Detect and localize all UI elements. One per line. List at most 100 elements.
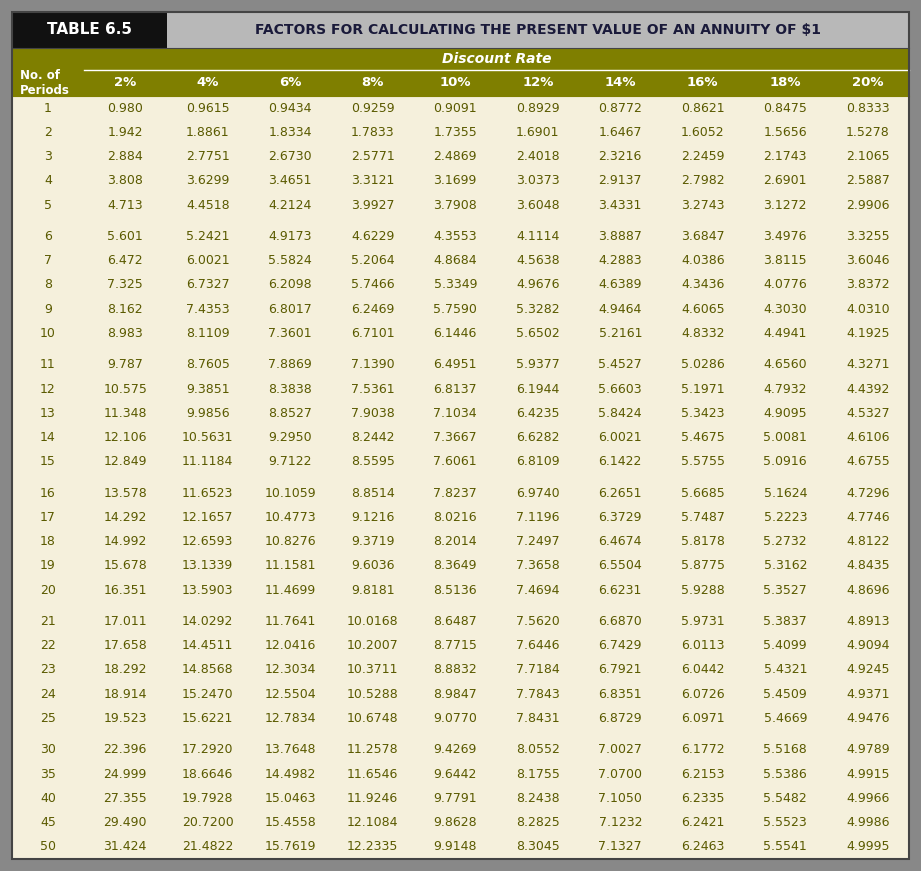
Text: 5.7590: 5.7590	[433, 303, 477, 316]
Text: 6.1772: 6.1772	[681, 743, 725, 756]
Text: 4.7296: 4.7296	[846, 487, 890, 500]
Text: 4.6560: 4.6560	[764, 358, 807, 371]
Text: 4.4941: 4.4941	[764, 327, 807, 340]
Text: 17.011: 17.011	[103, 615, 147, 628]
Text: 12.6593: 12.6593	[182, 535, 233, 548]
Text: 9: 9	[44, 303, 52, 316]
Text: 4.9173: 4.9173	[269, 230, 312, 243]
Text: 8.1755: 8.1755	[516, 767, 560, 780]
Text: 50: 50	[40, 841, 56, 854]
Text: 5.3282: 5.3282	[516, 303, 560, 316]
Text: 6.2463: 6.2463	[681, 841, 725, 854]
Text: 6.9740: 6.9740	[516, 487, 560, 500]
Text: 7.6446: 7.6446	[516, 639, 559, 652]
Text: 6.8351: 6.8351	[599, 688, 642, 701]
Text: 5.4669: 5.4669	[764, 712, 807, 725]
Text: 5.2064: 5.2064	[351, 254, 394, 267]
Text: 9.1216: 9.1216	[351, 511, 394, 523]
Text: 5.5824: 5.5824	[268, 254, 312, 267]
Text: 7: 7	[44, 254, 52, 267]
Text: 4.4518: 4.4518	[186, 199, 229, 212]
Text: 8.5136: 8.5136	[434, 584, 477, 597]
Text: 7.6061: 7.6061	[434, 456, 477, 469]
Text: 5.8424: 5.8424	[599, 407, 642, 420]
Text: 1.942: 1.942	[108, 126, 143, 138]
Text: 13.7648: 13.7648	[264, 743, 316, 756]
Text: 4.9789: 4.9789	[845, 743, 890, 756]
Text: 7.7184: 7.7184	[516, 664, 560, 677]
Text: 9.4269: 9.4269	[434, 743, 477, 756]
Text: 18.914: 18.914	[103, 688, 147, 701]
Text: 2.3216: 2.3216	[599, 150, 642, 163]
Text: 6.2098: 6.2098	[268, 279, 312, 292]
Text: 8.2438: 8.2438	[516, 792, 560, 805]
Text: 13.578: 13.578	[103, 487, 147, 500]
Text: 3.3121: 3.3121	[351, 174, 394, 187]
Text: 21.4822: 21.4822	[182, 841, 233, 854]
Text: 13.1339: 13.1339	[182, 559, 233, 572]
Text: 10.575: 10.575	[103, 382, 147, 395]
Text: 4.3436: 4.3436	[681, 279, 725, 292]
Text: 9.9856: 9.9856	[186, 407, 229, 420]
Text: 16%: 16%	[687, 77, 718, 90]
Text: 11.6546: 11.6546	[347, 767, 399, 780]
Text: 24: 24	[41, 688, 56, 701]
Text: 14.4982: 14.4982	[264, 767, 316, 780]
Text: 4.9371: 4.9371	[846, 688, 890, 701]
Text: 12.849: 12.849	[103, 456, 147, 469]
Text: 5.1971: 5.1971	[681, 382, 725, 395]
Text: 6.7327: 6.7327	[186, 279, 229, 292]
Text: 5.3423: 5.3423	[681, 407, 725, 420]
Text: 8.3649: 8.3649	[434, 559, 477, 572]
Text: 29.490: 29.490	[103, 816, 147, 829]
Text: 17: 17	[40, 511, 56, 523]
Text: 12.7834: 12.7834	[264, 712, 316, 725]
Text: 10.1059: 10.1059	[264, 487, 316, 500]
Text: 5.601: 5.601	[108, 230, 143, 243]
Text: 35: 35	[40, 767, 56, 780]
Text: 6.5504: 6.5504	[599, 559, 642, 572]
Text: 6.2153: 6.2153	[681, 767, 725, 780]
Text: 23: 23	[41, 664, 56, 677]
Text: 10.6748: 10.6748	[347, 712, 399, 725]
Text: 6%: 6%	[279, 77, 301, 90]
Text: 12.3034: 12.3034	[264, 664, 316, 677]
Text: 3.0373: 3.0373	[516, 174, 560, 187]
Text: 14%: 14%	[604, 77, 636, 90]
Text: 7.3658: 7.3658	[516, 559, 560, 572]
Text: 10.0168: 10.0168	[347, 615, 399, 628]
Text: 7.4694: 7.4694	[516, 584, 559, 597]
Bar	[12, 12, 167, 48]
Text: 30: 30	[40, 743, 56, 756]
Text: 0.8621: 0.8621	[681, 102, 725, 115]
Text: 5.5482: 5.5482	[764, 792, 807, 805]
Text: 7.9038: 7.9038	[351, 407, 394, 420]
Text: 1.6901: 1.6901	[516, 126, 559, 138]
Text: 6.2469: 6.2469	[351, 303, 394, 316]
Text: 8.5595: 8.5595	[351, 456, 395, 469]
Text: 1.5656: 1.5656	[764, 126, 807, 138]
Text: 10.2007: 10.2007	[347, 639, 399, 652]
Text: 2.7982: 2.7982	[681, 174, 725, 187]
Text: 24.999: 24.999	[103, 767, 147, 780]
Text: 4.7932: 4.7932	[764, 382, 807, 395]
Text: 3.6847: 3.6847	[681, 230, 725, 243]
Text: 3.6046: 3.6046	[846, 254, 890, 267]
Text: 4.3553: 4.3553	[434, 230, 477, 243]
Text: 2: 2	[44, 126, 52, 138]
Text: 3.4976: 3.4976	[764, 230, 807, 243]
Text: 15.2470: 15.2470	[182, 688, 234, 701]
Text: 4.0310: 4.0310	[845, 303, 890, 316]
Text: 5.2732: 5.2732	[764, 535, 807, 548]
Text: 1: 1	[44, 102, 52, 115]
Text: 9.3719: 9.3719	[351, 535, 394, 548]
Text: 4.3030: 4.3030	[764, 303, 807, 316]
Text: 5.5386: 5.5386	[764, 767, 807, 780]
Text: 6.8137: 6.8137	[434, 382, 477, 395]
Text: 10.3711: 10.3711	[347, 664, 399, 677]
Text: 7.1390: 7.1390	[351, 358, 394, 371]
Text: 4.7746: 4.7746	[845, 511, 890, 523]
Text: 0.8772: 0.8772	[599, 102, 642, 115]
Text: 5.2223: 5.2223	[764, 511, 807, 523]
Text: 5.3527: 5.3527	[764, 584, 807, 597]
